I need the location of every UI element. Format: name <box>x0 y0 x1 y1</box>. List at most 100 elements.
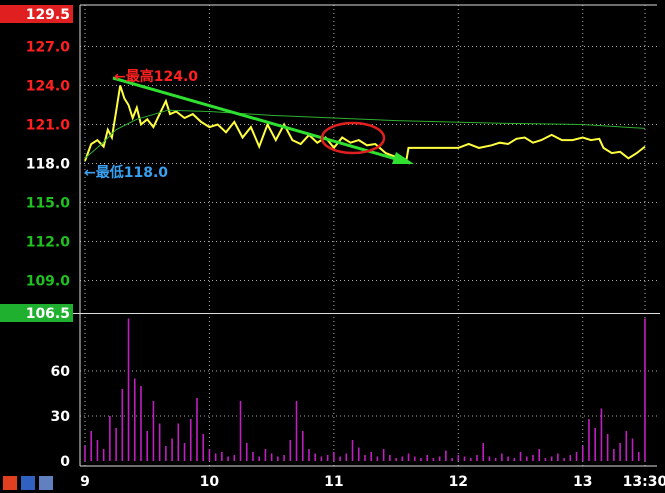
volume-bar <box>277 456 279 461</box>
page-icon[interactable] <box>39 476 53 490</box>
volume-bar <box>339 456 341 461</box>
volume-bar <box>644 318 646 461</box>
volume-bar <box>84 446 86 461</box>
high-label: ←最高124.0 <box>114 68 198 85</box>
volume-bar <box>127 318 130 461</box>
volume-bar <box>407 453 410 461</box>
volume-bar <box>295 401 298 461</box>
volume-bar <box>625 431 628 461</box>
volume-bar <box>619 443 621 461</box>
volume-bar <box>326 455 329 461</box>
volume-bar <box>463 456 466 461</box>
volume-bar <box>488 456 491 461</box>
trend-arrow <box>112 76 411 165</box>
volume-bar <box>196 398 198 461</box>
volume-bar <box>420 458 422 461</box>
volume-bar <box>351 440 354 461</box>
y-tick-label: 124.0 <box>26 79 71 95</box>
volume-bar <box>538 449 540 461</box>
volume-bar <box>202 434 204 461</box>
volume-bar <box>345 453 348 461</box>
volume-bar <box>252 452 254 461</box>
volume-bar <box>133 378 136 461</box>
volume-bar <box>320 456 323 461</box>
y-tick-label: 109.0 <box>26 274 71 290</box>
volume-bar <box>445 450 447 461</box>
volume-bar <box>370 452 372 461</box>
volume-bar <box>557 453 559 461</box>
volume-bar <box>152 401 155 461</box>
volume-bar <box>221 452 223 461</box>
y-tick-label: 30 <box>51 409 71 425</box>
volume-bar <box>165 446 167 461</box>
volume-bar <box>270 453 273 461</box>
volume-bar <box>438 456 441 461</box>
volume-bar <box>90 431 92 461</box>
volume-bar <box>227 456 229 461</box>
arrow-head <box>392 152 414 164</box>
volume-bar <box>258 456 260 461</box>
volume-bar <box>102 449 105 461</box>
volume-bar <box>395 458 397 461</box>
volume-bar <box>333 452 335 461</box>
volume-bar <box>451 458 453 461</box>
volume-bar <box>314 453 316 461</box>
volume-bar <box>264 449 267 461</box>
volume-bar <box>140 386 142 461</box>
y-tick-label: 60 <box>51 364 71 380</box>
volume-bar <box>550 456 553 461</box>
volume-bar <box>121 389 124 461</box>
volume-bar <box>432 458 435 461</box>
volume-bar <box>115 428 117 461</box>
volume-bar <box>233 455 236 461</box>
x-tick-label: 13 <box>573 474 592 490</box>
y-tick-label: 112.0 <box>26 235 71 251</box>
volume-bar <box>637 452 640 461</box>
volume-bar <box>606 434 609 461</box>
volume-bar <box>525 456 528 461</box>
volume-bar <box>208 449 211 461</box>
volume-bar <box>401 456 404 461</box>
tick-box <box>0 304 73 322</box>
volume-bar <box>494 458 497 461</box>
alert-icon[interactable] <box>3 476 17 490</box>
volume-bar <box>214 453 217 461</box>
volume-bar <box>501 453 503 461</box>
volume-bar <box>109 416 111 461</box>
volume-bar <box>413 456 416 461</box>
volume-bar <box>631 438 634 461</box>
volume-bar <box>575 452 578 461</box>
volume-bar <box>532 455 534 461</box>
y-tick-label: 0 <box>60 454 70 470</box>
volume-bar <box>376 456 379 461</box>
x-tick-label: 11 <box>324 474 343 490</box>
y-tick-label: 115.0 <box>26 196 71 212</box>
volume-bar <box>457 455 460 461</box>
x-tick-label: 13:30 <box>623 474 665 490</box>
volume-bar <box>283 455 285 461</box>
volume-bar <box>289 440 292 461</box>
y-tick-label: 129.5 <box>26 7 70 23</box>
volume-bar <box>426 455 428 461</box>
tick-box <box>0 5 73 23</box>
volume-bar <box>189 419 192 461</box>
volume-bar <box>544 458 547 461</box>
volume-bar <box>563 458 565 461</box>
highlight-circle <box>320 121 386 155</box>
volume-bar <box>239 401 242 461</box>
volume-bar <box>364 455 366 461</box>
marks <box>84 85 646 461</box>
volume-bar <box>357 447 360 461</box>
volume-bar <box>96 440 99 461</box>
volume-bar <box>183 443 186 461</box>
volume-bar <box>171 438 173 461</box>
y-tick-label: 127.0 <box>26 40 71 56</box>
volume-bar <box>476 455 478 461</box>
volume-bar <box>581 446 584 461</box>
x-tick-label: 12 <box>449 474 468 490</box>
tool-icon[interactable] <box>21 476 35 490</box>
volume-bar <box>382 449 385 461</box>
y-tick-label: 121.0 <box>26 118 71 134</box>
volume-bar <box>594 428 596 461</box>
